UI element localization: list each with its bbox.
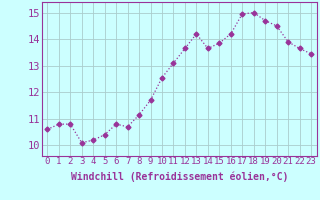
X-axis label: Windchill (Refroidissement éolien,°C): Windchill (Refroidissement éolien,°C): [70, 172, 288, 182]
